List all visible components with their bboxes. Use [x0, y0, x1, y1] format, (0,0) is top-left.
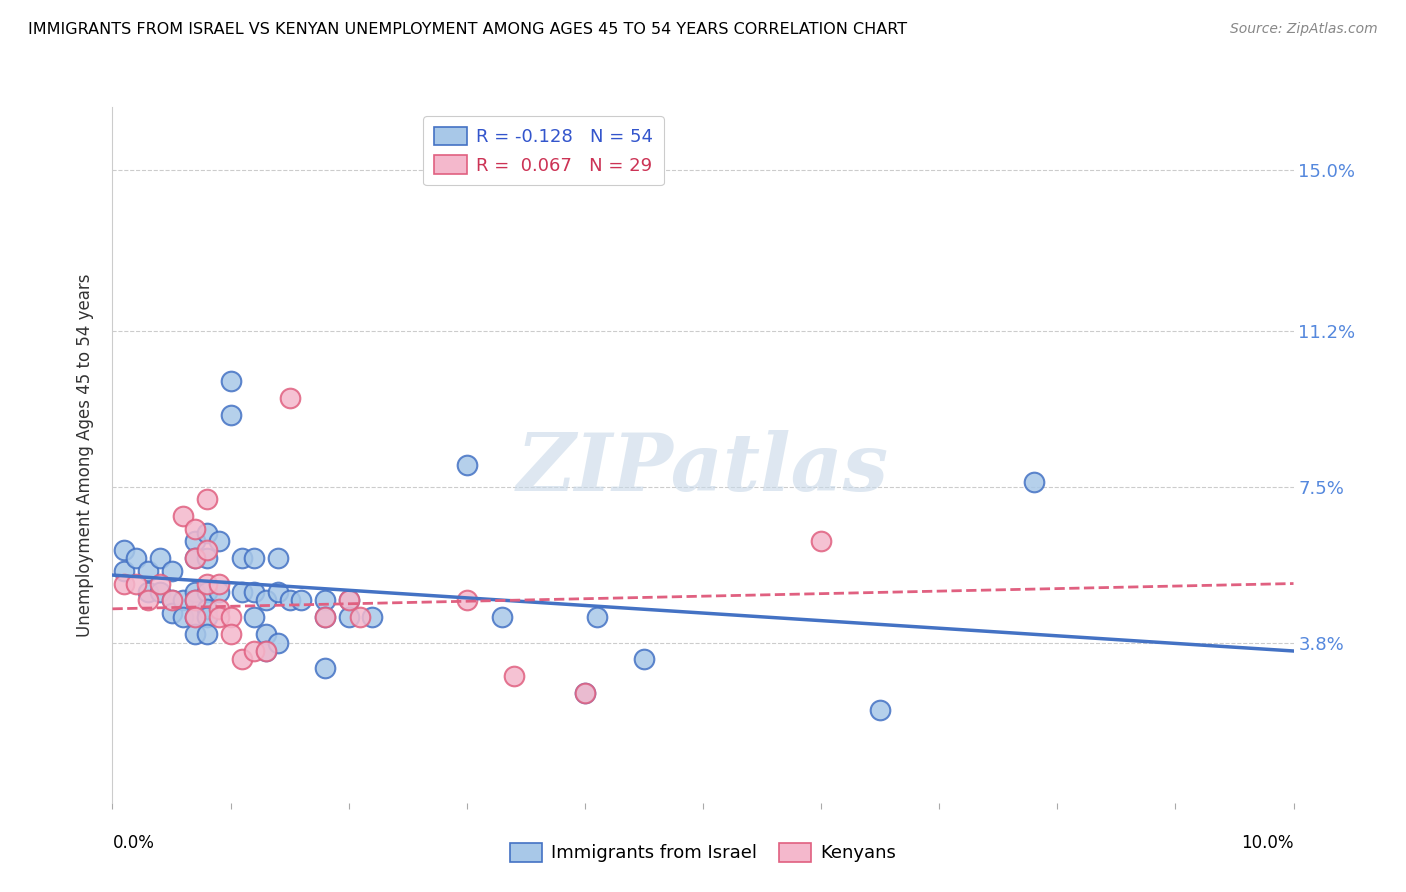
Point — [184, 610, 207, 624]
Point — [160, 564, 183, 578]
Point — [112, 564, 135, 578]
Text: Source: ZipAtlas.com: Source: ZipAtlas.com — [1230, 22, 1378, 37]
Point — [125, 576, 148, 591]
Point — [231, 585, 253, 599]
Point — [869, 703, 891, 717]
Point — [184, 551, 207, 566]
Point — [208, 534, 231, 549]
Point — [810, 534, 832, 549]
Point — [314, 610, 336, 624]
Point — [267, 585, 290, 599]
Point — [254, 644, 277, 658]
Point — [633, 652, 655, 666]
Point — [112, 542, 135, 557]
Point — [243, 551, 266, 566]
Point — [491, 610, 513, 624]
Point — [195, 492, 218, 507]
Point — [184, 534, 207, 549]
Point — [337, 593, 360, 607]
Point — [1022, 475, 1045, 490]
Point — [208, 576, 231, 591]
Point — [195, 542, 218, 557]
Point — [574, 686, 596, 700]
Point — [112, 576, 135, 591]
Point — [195, 585, 218, 599]
Point — [125, 551, 148, 566]
Point — [243, 585, 266, 599]
Point — [195, 610, 218, 624]
Point — [361, 610, 384, 624]
Point — [136, 564, 159, 578]
Point — [337, 593, 360, 607]
Point — [172, 610, 194, 624]
Text: IMMIGRANTS FROM ISRAEL VS KENYAN UNEMPLOYMENT AMONG AGES 45 TO 54 YEARS CORRELAT: IMMIGRANTS FROM ISRAEL VS KENYAN UNEMPLO… — [28, 22, 907, 37]
Text: 10.0%: 10.0% — [1241, 834, 1294, 852]
Point — [184, 551, 207, 566]
Point — [243, 644, 266, 658]
Point — [243, 610, 266, 624]
Legend: Immigrants from Israel, Kenyans: Immigrants from Israel, Kenyans — [502, 836, 904, 870]
Point — [456, 593, 478, 607]
Point — [254, 593, 277, 607]
Point — [337, 610, 360, 624]
Point — [278, 593, 301, 607]
Point — [160, 593, 183, 607]
Y-axis label: Unemployment Among Ages 45 to 54 years: Unemployment Among Ages 45 to 54 years — [76, 273, 94, 637]
Point — [208, 610, 231, 624]
Point — [184, 585, 207, 599]
Point — [172, 593, 194, 607]
Point — [195, 627, 218, 641]
Point — [136, 585, 159, 599]
Point — [219, 627, 242, 641]
Point — [314, 610, 336, 624]
Point — [149, 585, 172, 599]
Point — [314, 593, 336, 607]
Point — [184, 627, 207, 641]
Text: ZIPatlas: ZIPatlas — [517, 430, 889, 508]
Point — [149, 551, 172, 566]
Point — [160, 593, 183, 607]
Point — [160, 606, 183, 620]
Point — [208, 602, 231, 616]
Text: 0.0%: 0.0% — [112, 834, 155, 852]
Point — [456, 458, 478, 473]
Point — [219, 408, 242, 422]
Point — [585, 610, 607, 624]
Point — [267, 551, 290, 566]
Point — [184, 522, 207, 536]
Point — [195, 576, 218, 591]
Point — [219, 374, 242, 388]
Point — [254, 644, 277, 658]
Point — [149, 576, 172, 591]
Point — [208, 585, 231, 599]
Point — [574, 686, 596, 700]
Point — [290, 593, 312, 607]
Point — [267, 635, 290, 649]
Point — [172, 509, 194, 524]
Point — [184, 593, 207, 607]
Point — [231, 551, 253, 566]
Point — [314, 661, 336, 675]
Point — [195, 525, 218, 540]
Point — [231, 652, 253, 666]
Point — [184, 610, 207, 624]
Point — [195, 551, 218, 566]
Point — [184, 593, 207, 607]
Legend: R = -0.128   N = 54, R =  0.067   N = 29: R = -0.128 N = 54, R = 0.067 N = 29 — [423, 116, 664, 186]
Point — [278, 391, 301, 405]
Point — [349, 610, 371, 624]
Point — [195, 602, 218, 616]
Point — [219, 610, 242, 624]
Point — [136, 593, 159, 607]
Point — [503, 669, 526, 683]
Point — [254, 627, 277, 641]
